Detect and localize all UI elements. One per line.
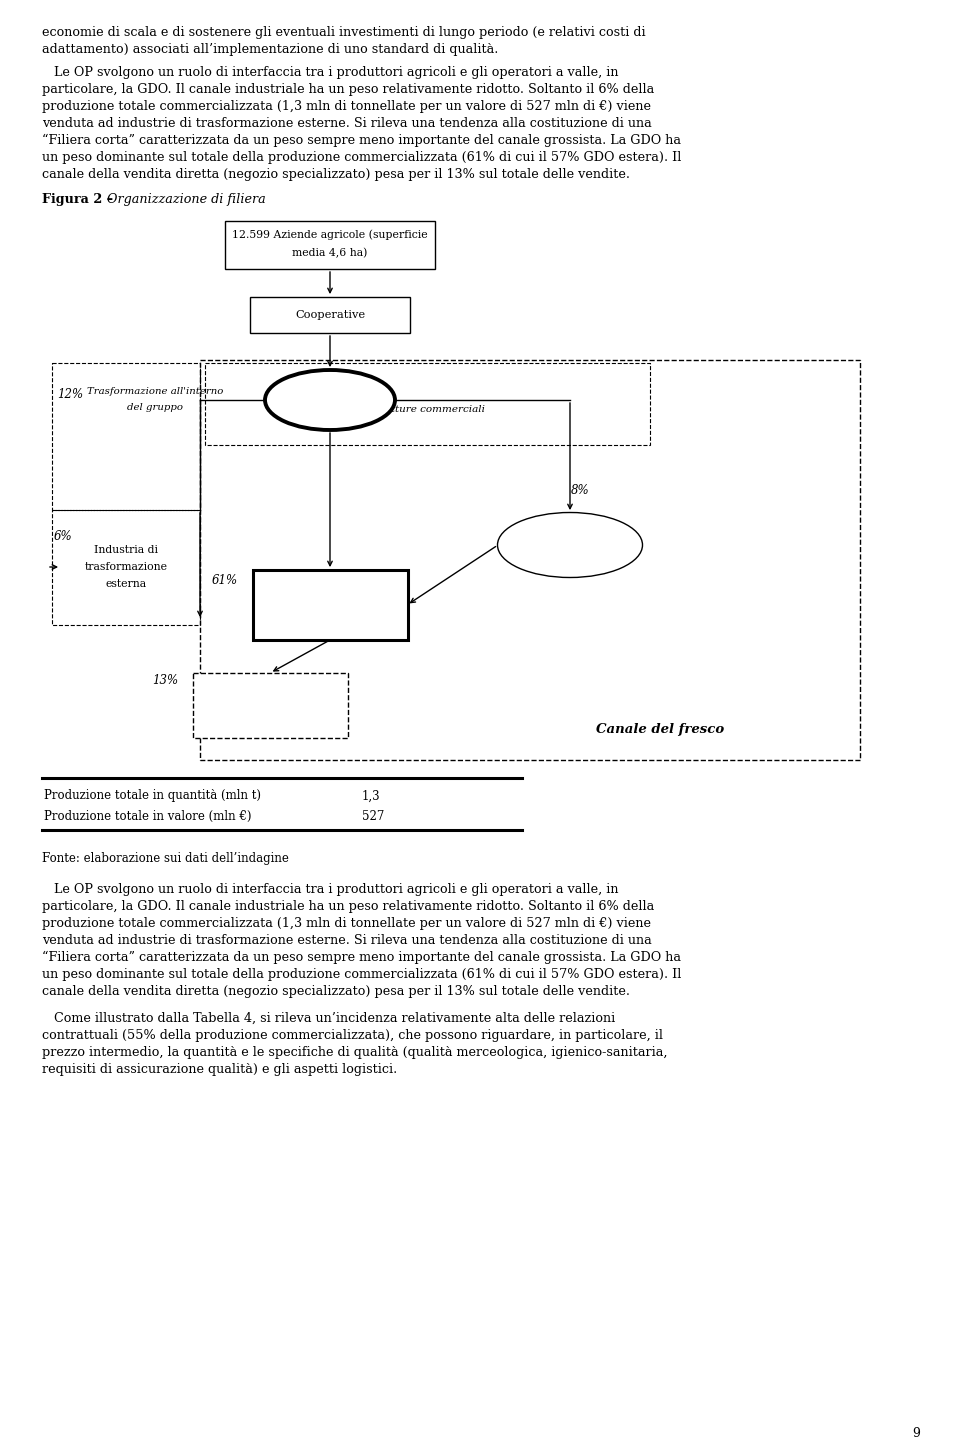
Text: specializzato): specializzato) (232, 718, 307, 728)
Text: Trasformazione all'interno: Trasformazione all'interno (86, 386, 223, 396)
Text: Industria di: Industria di (94, 546, 158, 554)
Text: Strutture commerciali: Strutture commerciali (369, 405, 486, 414)
Text: Le OP svolgono un ruolo di interfaccia tra i produttori agricoli e gli operatori: Le OP svolgono un ruolo di interfaccia t… (42, 884, 618, 897)
Text: 13%: 13% (152, 673, 178, 686)
Text: 12.599 Aziende agricole (superficie: 12.599 Aziende agricole (superficie (232, 229, 428, 241)
Text: trasformazione: trasformazione (84, 562, 167, 572)
Text: Organizzazione di filiera: Organizzazione di filiera (107, 193, 266, 206)
Text: un peso dominante sul totale della produzione commercializzata (61% di cui il 57: un peso dominante sul totale della produ… (42, 968, 682, 981)
Text: esterna: esterna (106, 579, 147, 589)
Text: Vendita diretta: Vendita diretta (229, 681, 311, 691)
Text: (di cui il 57%: (di cui il 57% (292, 599, 368, 611)
Text: 8%: 8% (570, 485, 589, 498)
Text: prezzo intermedio, la quantità e le specifiche di qualità (qualità merceologica,: prezzo intermedio, la quantità e le spec… (42, 1046, 667, 1059)
Text: “Filiera corta” caratterizzata da un peso sempre meno importante del canale gros: “Filiera corta” caratterizzata da un pes… (42, 133, 681, 147)
Text: 527: 527 (362, 810, 384, 823)
Text: contrattuali (55% della produzione commercializzata), che possono riguardare, in: contrattuali (55% della produzione comme… (42, 1029, 663, 1042)
Text: del gruppo: del gruppo (127, 403, 183, 412)
Text: 6%: 6% (54, 531, 73, 544)
Text: Figura 2 –: Figura 2 – (42, 193, 117, 206)
Text: venduta ad industrie di trasformazione esterne. Si rileva una tendenza alla cost: venduta ad industrie di trasformazione e… (42, 118, 652, 131)
Text: produzione totale commercializzata (1,3 mln di tonnellate per un valore di 527 m: produzione totale commercializzata (1,3 … (42, 917, 651, 930)
Text: Cooperative: Cooperative (295, 311, 365, 321)
Text: estera): estera) (309, 618, 350, 628)
Text: “Filiera corta” caratterizzata da un peso sempre meno importante del canale gros: “Filiera corta” caratterizzata da un pes… (42, 950, 681, 965)
Text: Produzione totale in quantità (mln t): Produzione totale in quantità (mln t) (44, 789, 261, 802)
Text: Fonte: elaborazione sui dati dell’indagine: Fonte: elaborazione sui dati dell’indagi… (42, 852, 289, 865)
Text: canale della vendita diretta (negozio specializzato) pesa per il 13% sul totale : canale della vendita diretta (negozio sp… (42, 985, 630, 998)
Text: media 4,6 ha): media 4,6 ha) (292, 248, 368, 258)
FancyBboxPatch shape (225, 221, 435, 268)
Text: Canale del fresco: Canale del fresco (596, 724, 724, 737)
FancyBboxPatch shape (250, 297, 410, 332)
Ellipse shape (497, 512, 642, 577)
Text: Le OP svolgono un ruolo di interfaccia tra i produttori agricoli e gli operatori: Le OP svolgono un ruolo di interfaccia t… (42, 65, 618, 78)
Text: 9: 9 (912, 1426, 920, 1439)
Text: Produzione totale in valore (mln €): Produzione totale in valore (mln €) (44, 810, 252, 823)
Text: GDO: GDO (313, 579, 348, 592)
Text: Grossisti o altri: Grossisti o altri (529, 531, 611, 541)
Text: Come illustrato dalla Tabella 4, si rileva un’incidenza relativamente alta delle: Come illustrato dalla Tabella 4, si rile… (42, 1011, 615, 1024)
Text: requisiti di assicurazione qualità) e gli aspetti logistici.: requisiti di assicurazione qualità) e gl… (42, 1064, 397, 1077)
Text: 61%: 61% (212, 573, 238, 586)
Ellipse shape (265, 370, 395, 429)
Text: particolare, la GDO. Il canale industriale ha un peso relativamente ridotto. Sol: particolare, la GDO. Il canale industria… (42, 900, 655, 913)
Text: 1,3: 1,3 (362, 789, 380, 802)
Text: produzione totale commercializzata (1,3 mln di tonnellate per un valore di 527 m: produzione totale commercializzata (1,3 … (42, 100, 651, 113)
Text: particolare, la GDO. Il canale industriale ha un peso relativamente ridotto. Sol: particolare, la GDO. Il canale industria… (42, 83, 655, 96)
Text: un peso dominante sul totale della produzione commercializzata (61% di cui il 57: un peso dominante sul totale della produ… (42, 151, 682, 164)
Text: canale della vendita diretta (negozio specializzato) pesa per il 13% sul totale : canale della vendita diretta (negozio sp… (42, 168, 630, 181)
Text: economie di scala e di sostenere gli eventuali investimenti di lungo periodo (e : economie di scala e di sostenere gli eve… (42, 26, 646, 39)
Text: adattamento) associati all’implementazione di uno standard di qualità.: adattamento) associati all’implementazio… (42, 44, 498, 57)
FancyBboxPatch shape (193, 672, 348, 737)
Text: 12%: 12% (57, 389, 84, 402)
Text: venduta ad industrie di trasformazione esterne. Si rileva una tendenza alla cost: venduta ad industrie di trasformazione e… (42, 934, 652, 948)
Text: OP: OP (318, 392, 343, 409)
Text: (negozio: (negozio (247, 699, 294, 711)
FancyBboxPatch shape (252, 570, 407, 640)
Text: intermediari: intermediari (538, 550, 603, 559)
